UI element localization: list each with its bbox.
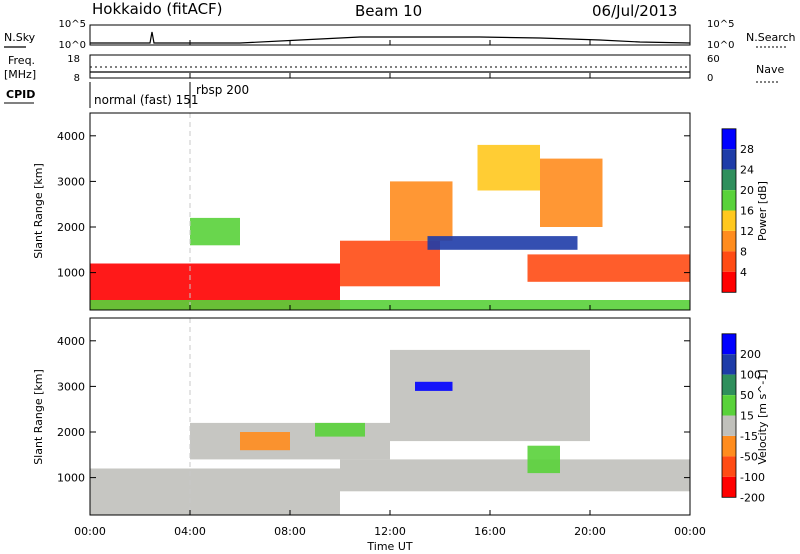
velocity-colorbar-tick-7: -200 bbox=[740, 491, 765, 504]
nsearch-tick-top: 10^5 bbox=[707, 19, 734, 30]
velocity-region-0 bbox=[90, 468, 340, 515]
velocity-region-7 bbox=[240, 432, 290, 451]
nsky-trace bbox=[90, 31, 691, 44]
velocity-ytick-label-0: 1000 bbox=[57, 472, 85, 485]
xtick-label-2: 08:00 bbox=[274, 525, 306, 538]
power-region-5 bbox=[477, 144, 540, 191]
power-ytick-label-3: 4000 bbox=[57, 130, 85, 143]
velocity-colorbar-tick-0: 200 bbox=[740, 348, 761, 361]
velocity-colorbar-tick-5: -50 bbox=[740, 450, 758, 463]
velocity-colorbar-segment-7 bbox=[722, 476, 736, 498]
velocity-colorbar-tick-6: -100 bbox=[740, 471, 765, 484]
velocity-region-6 bbox=[527, 445, 560, 474]
power-ytick-label-0: 1000 bbox=[57, 267, 85, 280]
velocity-colorbar-segment-4 bbox=[722, 415, 736, 436]
nave-tick-bottom: 0 bbox=[707, 73, 713, 84]
power-colorbar-segment-7 bbox=[722, 271, 736, 293]
power-region-7 bbox=[190, 217, 240, 246]
xtick-label-5: 20:00 bbox=[574, 525, 606, 538]
power-colorbar-segment-0 bbox=[722, 128, 736, 150]
xtick-label-1: 04:00 bbox=[174, 525, 206, 538]
power-ytick-label-2: 3000 bbox=[57, 175, 85, 188]
power-colorbar-tick-1: 8 bbox=[740, 245, 747, 258]
velocity-region-4 bbox=[415, 381, 453, 391]
power-colorbar-tick-2: 12 bbox=[740, 225, 754, 238]
nave-tick-top: 60 bbox=[707, 54, 720, 65]
power-colorbar-label: Power [dB] bbox=[756, 181, 769, 241]
velocity-region-3 bbox=[390, 349, 590, 442]
power-ytick-label-1: 2000 bbox=[57, 221, 85, 234]
velocity-colorbar-label: Velocity [m s^-1] bbox=[756, 369, 769, 464]
velocity-colorbar-segment-1 bbox=[722, 354, 736, 375]
power-ylabel: Slant Range [km] bbox=[32, 163, 45, 259]
nsky-tick-top: 10^5 bbox=[59, 19, 86, 30]
velocity-colorbar-segment-3 bbox=[722, 395, 736, 416]
freq-tick-top: 18 bbox=[67, 54, 80, 65]
velocity-ytick-label-1: 2000 bbox=[57, 426, 85, 439]
power-colorbar-segment-3 bbox=[722, 190, 736, 211]
nsky-label: N.Sky bbox=[4, 31, 36, 44]
power-colorbar-tick-5: 24 bbox=[740, 164, 754, 177]
velocity-region-1 bbox=[340, 459, 690, 492]
power-panel: 1000 2000 3000 4000 Slant Range [km] bbox=[32, 112, 691, 311]
power-region-1 bbox=[340, 240, 440, 287]
velocity-colorbar-tick-1: 100 bbox=[740, 369, 761, 382]
freq-tick-bottom: 8 bbox=[74, 73, 80, 84]
velocity-colorbar-frame bbox=[721, 333, 737, 498]
velocity-colorbar-segment-6 bbox=[722, 456, 736, 477]
power-colorbar-segment-6 bbox=[722, 251, 736, 272]
power-region-4 bbox=[427, 236, 578, 250]
power-region-6 bbox=[540, 158, 603, 227]
date-title: 06/Jul/2013 bbox=[592, 2, 677, 20]
velocity-ytick-label-3: 4000 bbox=[57, 335, 85, 348]
velocity-colorbar-tick-2: 50 bbox=[740, 389, 754, 402]
nsky-tick-bottom: 10^0 bbox=[59, 40, 86, 51]
power-colorbar-segment-2 bbox=[722, 169, 736, 190]
xtick-label-0: 00:00 bbox=[74, 525, 106, 538]
xtick-label-4: 16:00 bbox=[474, 525, 506, 538]
power-colorbar-segment-1 bbox=[722, 149, 736, 170]
velocity-panel: 1000 2000 3000 4000 Slant Range [km] bbox=[32, 317, 691, 516]
power-yticks: 1000 2000 3000 4000 bbox=[57, 130, 690, 280]
velocity-region-5 bbox=[315, 422, 365, 437]
velocity-ytick-label-2: 3000 bbox=[57, 380, 85, 393]
xtick-label-6: 00:00 bbox=[674, 525, 706, 538]
time-axis-label: Time UT bbox=[366, 540, 412, 553]
power-colorbar-frame bbox=[721, 128, 737, 293]
power-colorbar-tick-3: 16 bbox=[740, 205, 754, 218]
freq-label-1: Freq. bbox=[8, 54, 35, 67]
nsearch-tick-bottom: 10^0 bbox=[707, 40, 734, 51]
power-colorbar-tick-0: 4 bbox=[740, 266, 747, 279]
cpid-label: CPID bbox=[6, 88, 35, 101]
velocity-colorbar-segment-2 bbox=[722, 374, 736, 395]
power-colorbar-tick-4: 20 bbox=[740, 184, 754, 197]
power-colorbar: Power [dB] 4 8 12 16 20 24 28 bbox=[721, 128, 769, 293]
cpid-segment-normal: normal (fast) 151 bbox=[94, 93, 198, 107]
xtick-label-3: 12:00 bbox=[374, 525, 406, 538]
time-axis-ticks: 00:00 04:00 08:00 12:00 16:00 20:00 00:00 bbox=[74, 40, 706, 538]
nsearch-label: N.Search bbox=[746, 31, 796, 44]
velocity-yticks: 1000 2000 3000 4000 bbox=[57, 335, 690, 485]
freq-label-2: [MHz] bbox=[4, 68, 36, 81]
beam-title: Beam 10 bbox=[355, 2, 422, 20]
velocity-colorbar-segment-5 bbox=[722, 436, 736, 457]
velocity-heatmap bbox=[90, 349, 690, 515]
power-colorbar-tick-6: 28 bbox=[740, 143, 754, 156]
velocity-ylabel: Slant Range [km] bbox=[32, 369, 45, 465]
power-region-3 bbox=[527, 254, 690, 282]
cpid-segment-rbsp: rbsp 200 bbox=[196, 83, 249, 97]
velocity-colorbar: Velocity [m s^-1] 200 100 50 15 -15 -50 -100 -2… bbox=[721, 333, 769, 504]
velocity-colorbar-tick-4: -15 bbox=[740, 430, 758, 443]
nave-label: Nave bbox=[756, 63, 784, 76]
velocity-colorbar-segment-0 bbox=[722, 333, 736, 355]
power-colorbar-segment-4 bbox=[722, 210, 736, 231]
power-region-2 bbox=[390, 181, 453, 241]
station-title: Hokkaido (fitACF) bbox=[92, 0, 223, 18]
power-colorbar-segment-5 bbox=[722, 231, 736, 252]
velocity-colorbar-tick-3: 15 bbox=[740, 410, 754, 423]
